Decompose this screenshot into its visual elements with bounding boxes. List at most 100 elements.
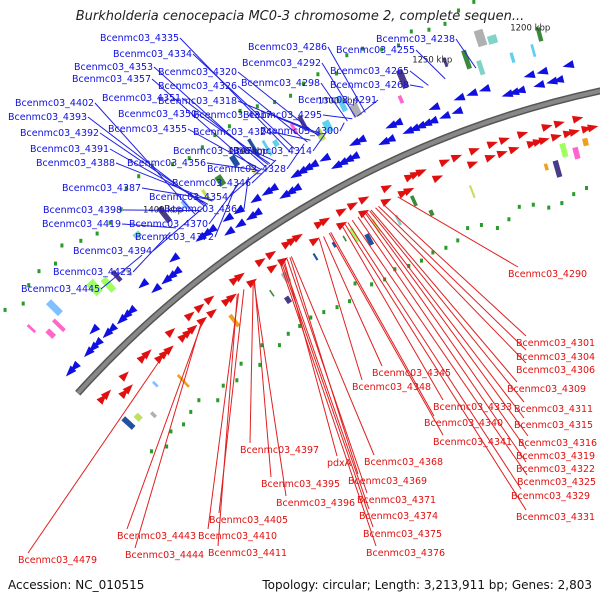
forward-gene-label: Bcenmc03_4355 bbox=[108, 124, 187, 135]
reverse-gene-arrow bbox=[164, 327, 176, 339]
forward-leader-line bbox=[322, 114, 353, 120]
forward-gene-label: Bcenmc03_4291 bbox=[298, 95, 377, 106]
reverse-leader-line bbox=[341, 225, 444, 401]
reverse-gene-label: Bcenmc03_4410 bbox=[198, 531, 277, 542]
forward-leader-line bbox=[356, 99, 379, 117]
forward-gene-label: Bcenmc03_4346 bbox=[172, 178, 251, 189]
reverse-gene-label: Bcenmc03_4443 bbox=[117, 531, 196, 542]
reverse-gene-arrow bbox=[496, 150, 508, 159]
forward-gene-arrow bbox=[428, 102, 441, 111]
feature-block-inner bbox=[342, 235, 347, 242]
reverse-gene-arrow bbox=[153, 353, 165, 364]
forward-leader-line bbox=[153, 66, 266, 167]
forward-gene-label: Bcenmc03_4398 bbox=[43, 205, 122, 216]
feature-dot-inner bbox=[197, 398, 201, 403]
reverse-gene-label: Bcenmc03_4340 bbox=[424, 418, 503, 429]
reverse-gene-arrow bbox=[380, 185, 393, 194]
reverse-leader-line bbox=[290, 256, 375, 456]
feature-block-inner bbox=[364, 233, 375, 246]
feature-dot-outer bbox=[21, 301, 25, 306]
kbp-label: 1250 kbp bbox=[412, 55, 452, 65]
reverse-gene-label: Bcenmc03_4322 bbox=[516, 464, 595, 475]
forward-gene-arrow bbox=[319, 152, 332, 162]
feature-dot-inner bbox=[393, 267, 397, 272]
forward-gene-arrow bbox=[562, 60, 575, 68]
reverse-leader-line bbox=[254, 281, 272, 478]
forward-gene-label: Bcenmc03_4419 bbox=[42, 219, 121, 230]
feature-dot-inner bbox=[309, 315, 313, 320]
forward-gene-label: Bcenmc03_4392 bbox=[20, 128, 99, 139]
feature-dot-inner bbox=[165, 444, 169, 449]
forward-gene-arrow bbox=[466, 88, 479, 96]
forward-gene-arrow bbox=[233, 204, 246, 215]
forward-gene-arrow bbox=[402, 125, 415, 135]
forward-gene-arrow bbox=[501, 89, 514, 97]
forward-gene-label: Bcenmc03_4351 bbox=[102, 93, 181, 104]
feature-block-outer bbox=[45, 328, 57, 339]
topology-text: Topology: circular; Length: 3,213,911 bp… bbox=[262, 578, 592, 592]
reverse-gene-arrow bbox=[335, 208, 347, 217]
reverse-gene-arrow bbox=[581, 126, 593, 134]
feature-dot-inner bbox=[239, 361, 243, 366]
feature-dot-outer bbox=[108, 220, 112, 225]
forward-gene-label: Bcenmc03_4387 bbox=[62, 183, 141, 194]
forward-gene-label: Bcenmc03_4314 bbox=[233, 146, 312, 157]
feature-block-outer bbox=[200, 188, 212, 202]
feature-dot-inner bbox=[560, 201, 564, 206]
backbone-arc-group bbox=[75, 87, 600, 396]
reverse-gene-label: Bcenmc03_4374 bbox=[359, 511, 438, 522]
forward-gene-arrow bbox=[89, 323, 101, 335]
feature-dot-outer bbox=[79, 238, 83, 243]
forward-leader-line bbox=[122, 209, 200, 212]
feature-dot-inner bbox=[531, 202, 535, 207]
forward-gene-arrow bbox=[453, 92, 466, 101]
feature-block-outer bbox=[461, 49, 473, 70]
reverse-gene-label: Bcenmc03_4311 bbox=[514, 404, 593, 415]
forward-leader-line bbox=[251, 159, 277, 184]
feature-block-inner bbox=[559, 142, 569, 158]
page-title: Burkholderia cenocepacia MC0-3 chromosom… bbox=[75, 9, 525, 24]
reverse-gene-arrow bbox=[397, 190, 409, 199]
feature-dot-outer bbox=[3, 307, 7, 312]
feature-block-outer bbox=[476, 59, 486, 76]
reverse-leader-line bbox=[330, 232, 435, 417]
reverse-leader-line bbox=[318, 238, 363, 381]
forward-leader-line bbox=[152, 207, 204, 252]
forward-leader-line bbox=[272, 131, 311, 141]
feature-dot-inner bbox=[322, 310, 326, 315]
feature-dot-outer bbox=[345, 53, 349, 58]
reverse-gene-arrow bbox=[335, 221, 348, 231]
feature-dot-inner bbox=[335, 305, 339, 310]
reverse-leader-line bbox=[357, 216, 527, 463]
feature-dot-outer bbox=[409, 29, 413, 34]
feature-dot-inner bbox=[407, 263, 411, 268]
reverse-gene-arrow bbox=[280, 240, 293, 250]
forward-leader-line bbox=[214, 184, 237, 238]
reverse-gene-arrow bbox=[550, 133, 562, 142]
feature-block-outer bbox=[509, 52, 516, 64]
feature-dot-inner bbox=[286, 331, 290, 336]
reverse-gene-label: Bcenmc03_4397 bbox=[240, 445, 319, 456]
feature-block-outer bbox=[442, 57, 449, 68]
forward-gene-arrow bbox=[222, 212, 235, 223]
reverse-gene-label: Bcenmc03_4333 bbox=[433, 402, 512, 413]
feature-block-outer bbox=[335, 95, 348, 113]
reverse-gene-arrow bbox=[264, 250, 277, 261]
feature-dot-inner bbox=[348, 299, 352, 304]
forward-gene-arrow bbox=[546, 76, 558, 85]
reverse-gene-arrow bbox=[266, 264, 278, 274]
reverse-gene-label: Bcenmc03_4396 bbox=[276, 498, 355, 509]
forward-gene-label: Bcenmc03_4318 bbox=[158, 96, 237, 107]
reverse-leader-line bbox=[375, 207, 527, 364]
feature-dot-outer bbox=[443, 21, 447, 26]
backbone-arc bbox=[76, 88, 600, 395]
reverse-leader-line bbox=[27, 357, 162, 554]
forward-gene-label: Bcenmc03_4255 bbox=[336, 45, 415, 56]
reverse-gene-arrow bbox=[346, 202, 359, 211]
forward-leader-line bbox=[320, 82, 348, 122]
forward-leader-line bbox=[187, 128, 261, 170]
kbp-label: 1200 kbp bbox=[510, 24, 550, 34]
reverse-gene-label: Bcenmc03_4369 bbox=[348, 476, 427, 487]
